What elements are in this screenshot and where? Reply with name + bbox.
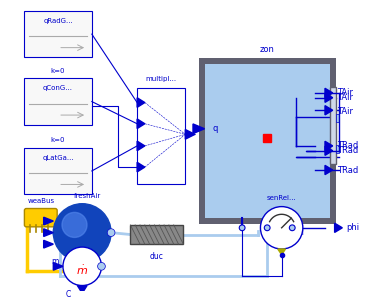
Text: q: q xyxy=(212,124,218,133)
Bar xyxy=(24,79,92,125)
Text: qRadG...: qRadG... xyxy=(43,18,73,24)
Bar xyxy=(137,88,185,185)
Bar xyxy=(24,11,92,57)
Text: TRad: TRad xyxy=(337,141,358,150)
Polygon shape xyxy=(44,240,53,248)
Text: phi: phi xyxy=(293,230,304,236)
Circle shape xyxy=(107,229,115,237)
Polygon shape xyxy=(44,229,53,237)
Text: k=0: k=0 xyxy=(51,68,65,74)
Text: qConG...: qConG... xyxy=(43,85,73,91)
Text: phi: phi xyxy=(346,223,359,232)
Text: weaBus: weaBus xyxy=(27,198,54,204)
Circle shape xyxy=(290,225,295,231)
Polygon shape xyxy=(325,93,333,102)
Text: TAir: TAir xyxy=(337,93,352,102)
FancyBboxPatch shape xyxy=(24,209,57,227)
Text: bou: bou xyxy=(80,233,94,242)
Polygon shape xyxy=(44,217,53,225)
Text: senRel...: senRel... xyxy=(267,195,296,201)
Bar xyxy=(130,225,183,244)
Bar xyxy=(199,58,335,224)
Text: k=0: k=0 xyxy=(51,137,65,143)
Polygon shape xyxy=(325,165,333,175)
Circle shape xyxy=(98,262,105,270)
Circle shape xyxy=(264,225,270,231)
Polygon shape xyxy=(137,162,145,172)
Text: zon: zon xyxy=(260,45,274,54)
Text: TAir: TAir xyxy=(337,107,352,116)
Circle shape xyxy=(53,204,111,262)
Polygon shape xyxy=(278,249,286,255)
Text: qLatGa...: qLatGa... xyxy=(42,155,74,160)
Text: C: C xyxy=(65,290,70,299)
Bar xyxy=(330,87,335,164)
Text: TRad: TRad xyxy=(337,146,358,155)
Polygon shape xyxy=(137,98,145,107)
Polygon shape xyxy=(53,262,63,270)
Polygon shape xyxy=(193,124,205,134)
Bar xyxy=(335,114,339,122)
Polygon shape xyxy=(185,129,195,139)
Polygon shape xyxy=(325,141,333,150)
Circle shape xyxy=(62,213,87,237)
Polygon shape xyxy=(137,119,145,129)
Text: freshAir: freshAir xyxy=(73,193,101,199)
Polygon shape xyxy=(325,146,333,155)
Circle shape xyxy=(63,247,102,286)
Polygon shape xyxy=(325,88,333,98)
Polygon shape xyxy=(137,141,145,151)
Text: k=0: k=0 xyxy=(63,217,78,223)
Text: m: m xyxy=(51,257,59,266)
Bar xyxy=(335,145,339,153)
Bar xyxy=(205,64,330,218)
Polygon shape xyxy=(77,286,87,293)
Polygon shape xyxy=(335,223,342,232)
Circle shape xyxy=(261,206,303,249)
Text: multipl...: multipl... xyxy=(146,76,177,82)
Text: duc: duc xyxy=(150,252,164,261)
Text: $\dot{m}$: $\dot{m}$ xyxy=(76,264,88,277)
Text: TRad: TRad xyxy=(337,166,358,175)
Circle shape xyxy=(239,225,245,231)
Bar xyxy=(24,148,92,194)
Text: TAir: TAir xyxy=(337,88,352,98)
Polygon shape xyxy=(325,106,333,115)
Bar xyxy=(263,134,271,142)
